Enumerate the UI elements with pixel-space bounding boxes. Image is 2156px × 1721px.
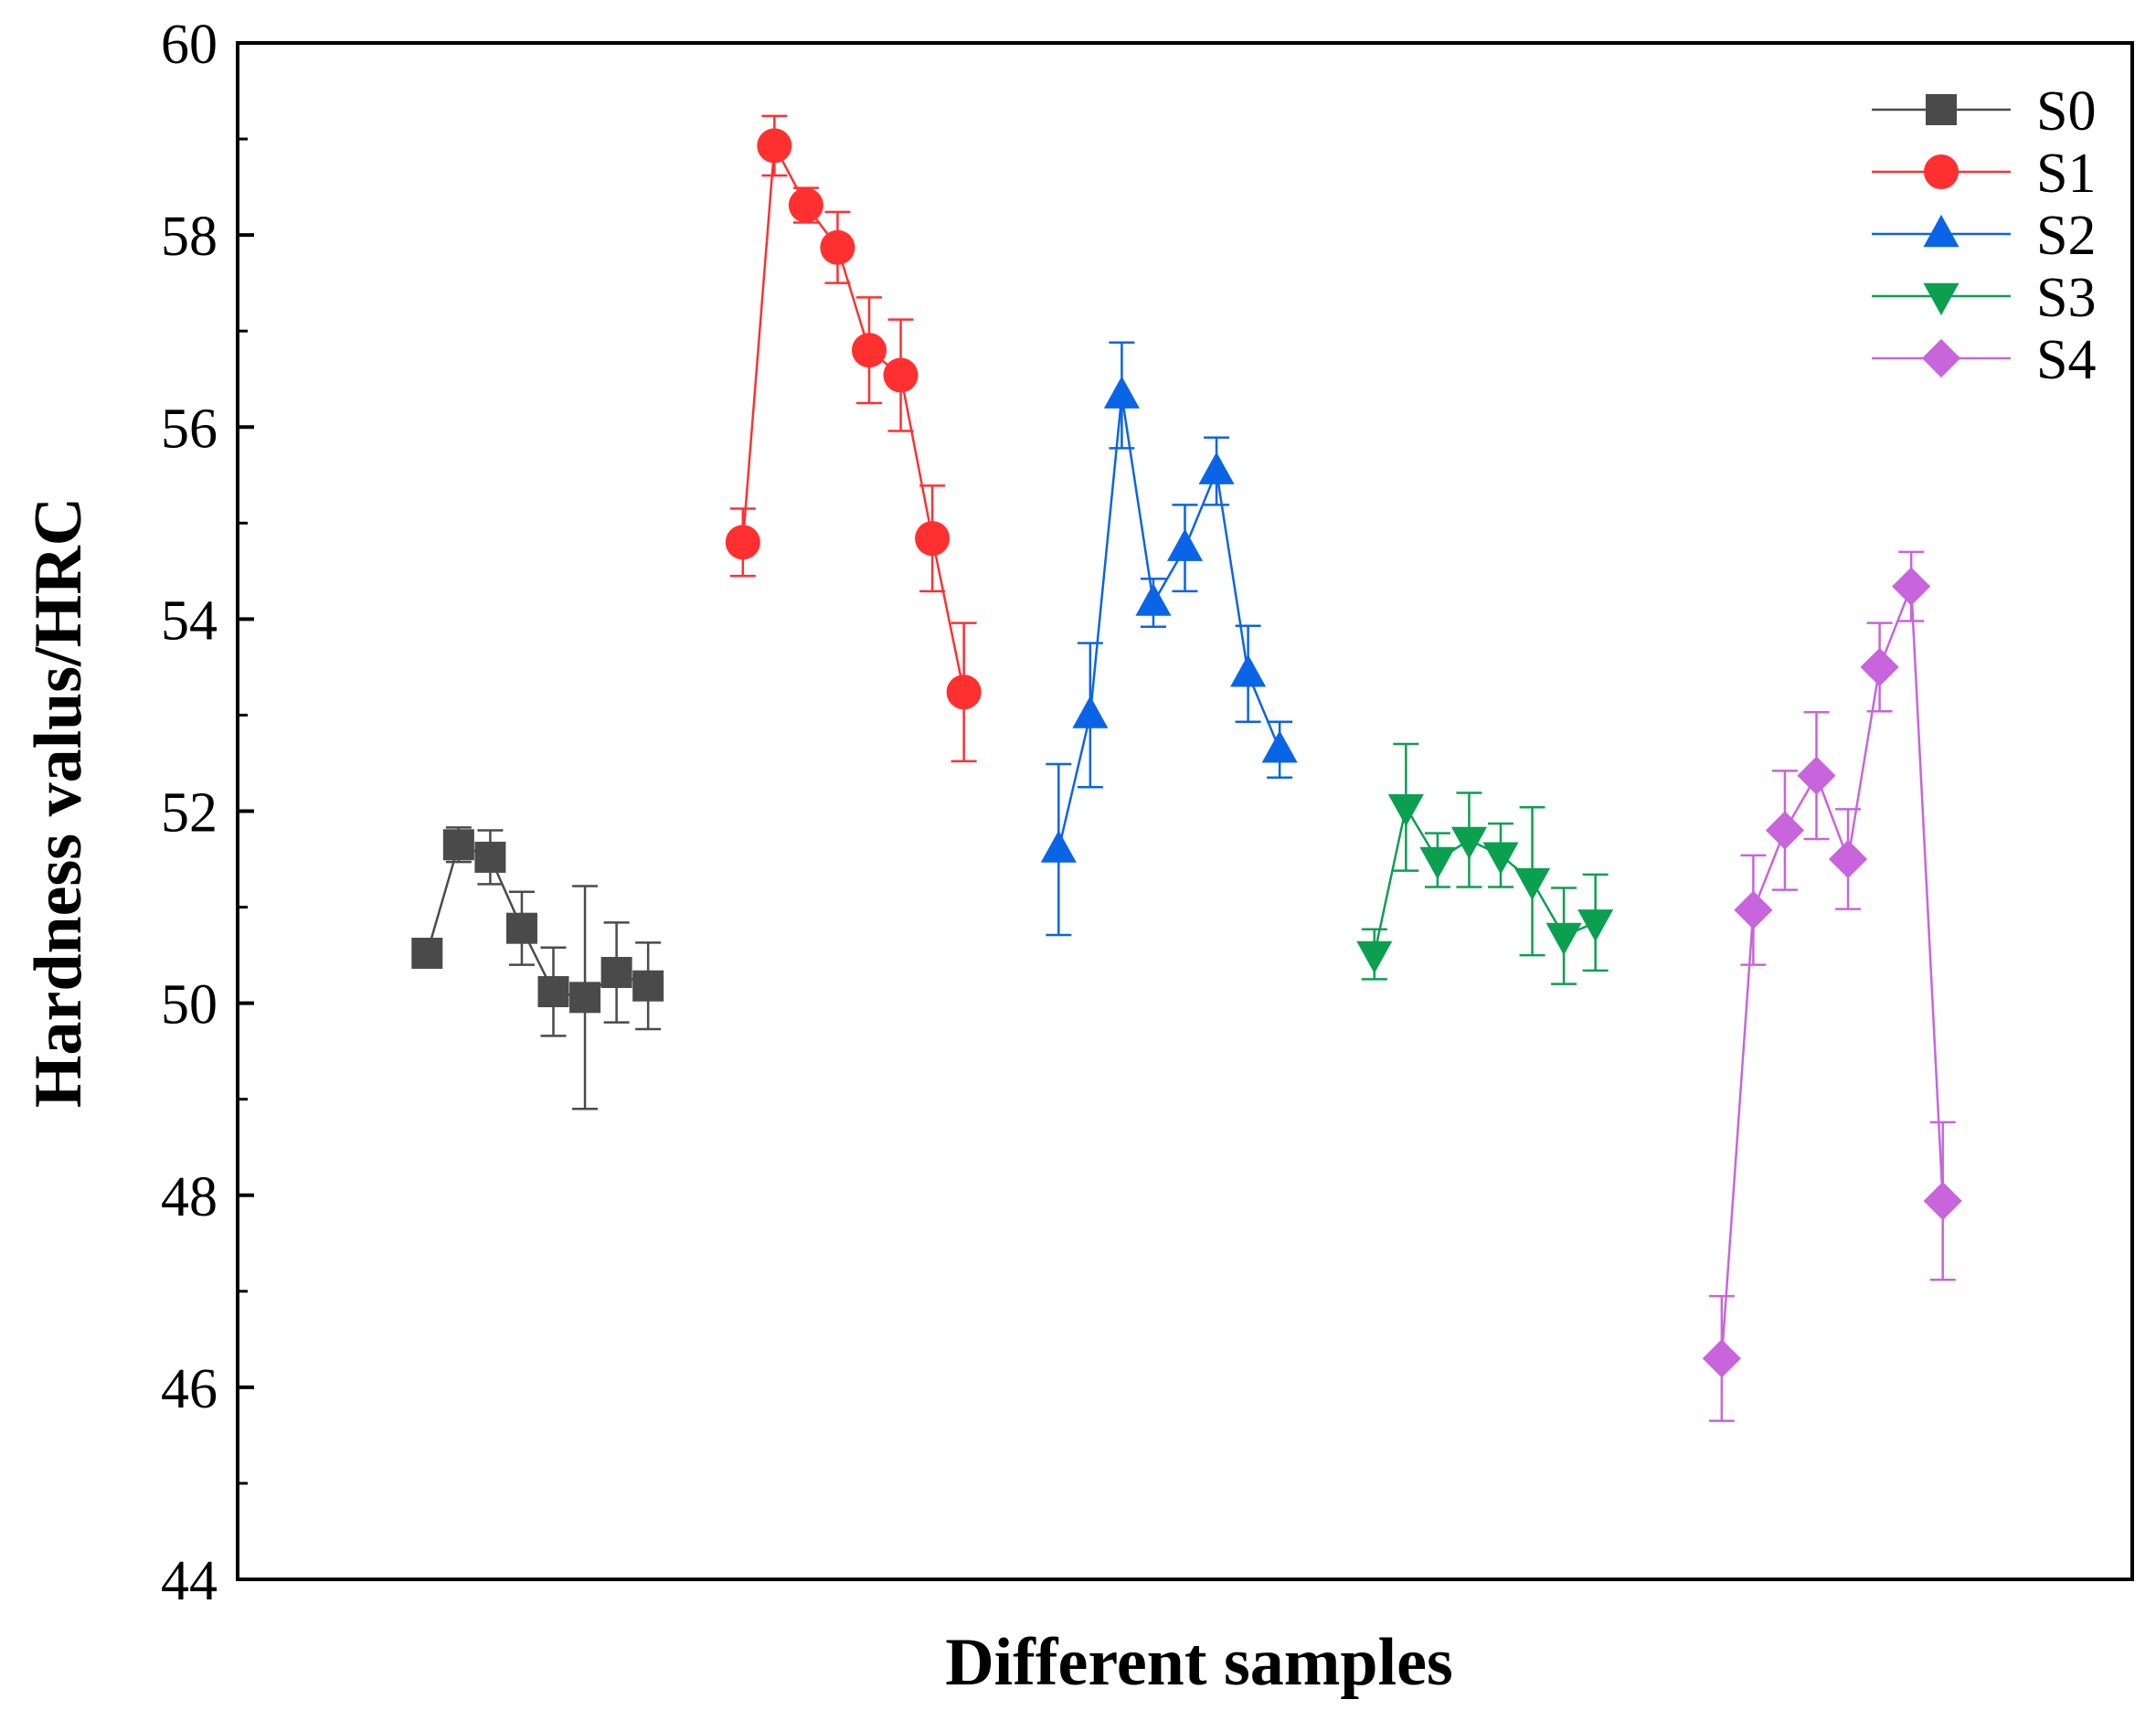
s2-point (1166, 528, 1204, 561)
y-tick-label: 46 (161, 1358, 218, 1420)
legend-marker-s1 (1923, 154, 1960, 190)
s4-line (1720, 586, 1944, 1359)
x-axis-title: Different samples (945, 1625, 1453, 1700)
legend-marker-s3 (1923, 282, 1960, 316)
s3-point (1387, 794, 1424, 827)
series-s0 (411, 826, 664, 1110)
legend-marker-s4 (1921, 338, 1961, 378)
s1-point (946, 675, 982, 710)
s0-point (600, 957, 632, 989)
y-tick-label: 58 (161, 206, 218, 268)
s0-point (411, 937, 443, 969)
s2-point (1040, 830, 1077, 863)
s3-point (1356, 940, 1393, 974)
s1-point (883, 357, 919, 393)
s2-point (1230, 654, 1267, 687)
legend-item-s3: S3 (1872, 267, 2096, 329)
s0-point (632, 970, 664, 1002)
s4-point (1892, 567, 1931, 606)
s2-point (1103, 376, 1140, 409)
s4-point (1828, 839, 1868, 879)
s1-point (788, 187, 823, 223)
s0-point (537, 976, 569, 1008)
s0-point (569, 982, 601, 1014)
legend-label-s3: S3 (2036, 267, 2096, 329)
series-s1 (725, 114, 982, 763)
s4-point (1765, 811, 1805, 850)
y-tick-label: 56 (161, 398, 218, 460)
s0-point (442, 829, 474, 861)
y-tick-label: 54 (161, 590, 218, 652)
s2-line (1057, 395, 1281, 850)
y-tick-label: 50 (161, 974, 218, 1036)
s0-point (474, 841, 506, 873)
s1-point (915, 521, 951, 557)
s3-point (1577, 909, 1614, 942)
s2-point (1198, 451, 1235, 484)
legend-label-s0: S0 (2036, 80, 2096, 143)
legend-marker-s2 (1923, 214, 1960, 248)
s3-point (1419, 846, 1456, 880)
legend-item-s1: S1 (1872, 143, 2096, 205)
series-s4 (1702, 550, 1962, 1422)
legend-label-s2: S2 (2036, 205, 2096, 267)
series-s2 (1040, 341, 1298, 937)
y-axis-title: Hardness valus/HRC (21, 497, 96, 1108)
s3-point (1514, 867, 1551, 901)
legend-marker-s0 (1926, 94, 1957, 125)
legend-item-s0: S0 (1872, 80, 2096, 143)
legend-label-s1: S1 (2036, 143, 2096, 205)
s2-point (1072, 696, 1109, 728)
legend-item-s2: S2 (1872, 205, 2096, 267)
s4-point (1797, 756, 1836, 795)
s4-point (1923, 1181, 1962, 1221)
s1-point (725, 525, 760, 560)
s1-point (757, 128, 792, 164)
legend-label-s4: S4 (2036, 329, 2096, 391)
s3-point (1545, 922, 1582, 956)
s4-point (1860, 647, 1899, 686)
series-s3 (1356, 742, 1614, 985)
s4-point (1702, 1339, 1741, 1378)
s3-point (1482, 842, 1519, 875)
s4-point (1734, 890, 1773, 930)
s1-line (741, 142, 965, 693)
s3-point (1450, 826, 1487, 860)
y-tick-label: 60 (161, 14, 218, 76)
s1-point (851, 333, 887, 368)
y-tick-label: 48 (161, 1166, 218, 1228)
y-tick-label: 52 (161, 782, 218, 845)
s1-point (820, 229, 855, 265)
s2-point (1135, 583, 1172, 616)
legend-item-s4: S4 (1872, 329, 2096, 391)
s0-point (505, 912, 537, 944)
y-axis-ticks: 44 46 48 50 52 54 56 58 60 (161, 14, 254, 1612)
marks-layer (411, 114, 1962, 1422)
y-tick-label: 44 (161, 1550, 218, 1612)
s2-point (1261, 730, 1298, 763)
